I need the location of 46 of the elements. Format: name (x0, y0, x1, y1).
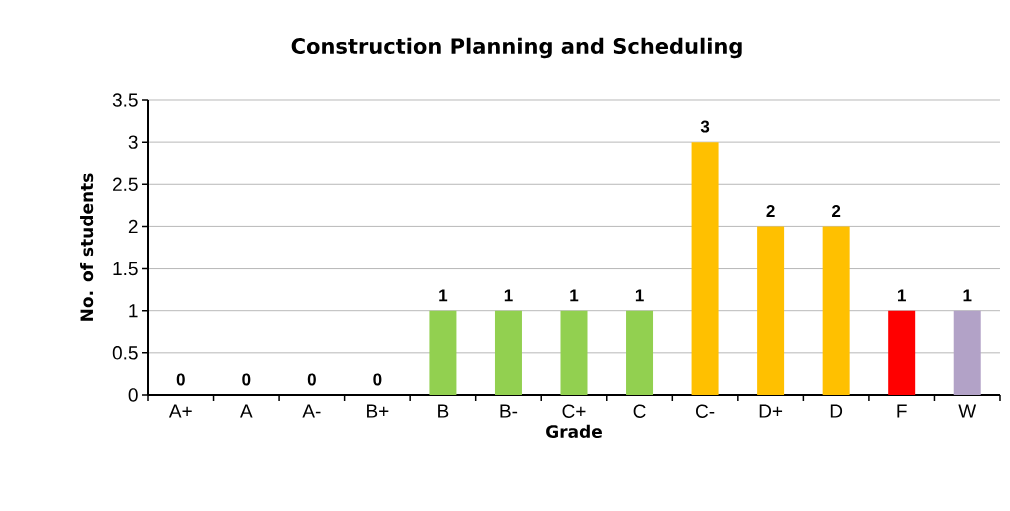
data-label: 0 (176, 373, 185, 386)
bar (953, 310, 981, 395)
y-tick-label: 3.5 (112, 93, 138, 107)
bar (494, 310, 522, 395)
data-label: 0 (242, 373, 251, 386)
y-tick-label: 0.5 (112, 346, 138, 360)
data-label: 0 (307, 373, 316, 386)
x-tick-label: F (897, 404, 907, 418)
y-tick-label: 1.5 (113, 261, 138, 276)
bar (757, 226, 785, 395)
bar (626, 310, 654, 395)
x-tick-label: C+ (562, 404, 586, 418)
data-label: 1 (504, 289, 513, 302)
x-tick-label: B (438, 404, 449, 418)
chart-title: Construction Planning and Scheduling (291, 37, 742, 59)
x-tick-label: A+ (168, 404, 192, 418)
y-tick-label: 0 (128, 388, 138, 402)
bar (888, 310, 916, 395)
x-tick-label: A (240, 404, 253, 418)
data-label: 1 (570, 289, 579, 302)
x-tick-label: C- (696, 404, 715, 418)
y-tick-label: 2 (128, 219, 138, 234)
data-label: 1 (963, 289, 972, 302)
y-tick-label: 3 (128, 135, 138, 149)
y-tick-label: 2.5 (113, 177, 138, 192)
x-tick-label: D (830, 404, 843, 418)
data-label: 1 (635, 289, 644, 302)
x-tick-label: D+ (759, 404, 783, 418)
data-label: 1 (439, 289, 448, 302)
bar (822, 226, 850, 395)
x-axis-title: Grade (546, 424, 602, 438)
x-tick-label: C (633, 404, 646, 418)
bar (429, 310, 457, 395)
x-tick-label: B- (500, 404, 518, 418)
x-tick-label: B+ (367, 404, 389, 418)
data-label: 2 (832, 205, 841, 217)
x-tick-label: A- (302, 404, 321, 418)
y-tick-label: 1 (129, 304, 138, 318)
data-label: 2 (766, 205, 775, 217)
bar (691, 142, 719, 395)
y-axis-title: No. of students (80, 173, 94, 321)
data-label: 1 (898, 289, 906, 302)
x-tick-label: W (958, 404, 977, 418)
data-label: 3 (700, 120, 710, 133)
bar (560, 310, 588, 395)
data-label: 0 (373, 373, 382, 386)
